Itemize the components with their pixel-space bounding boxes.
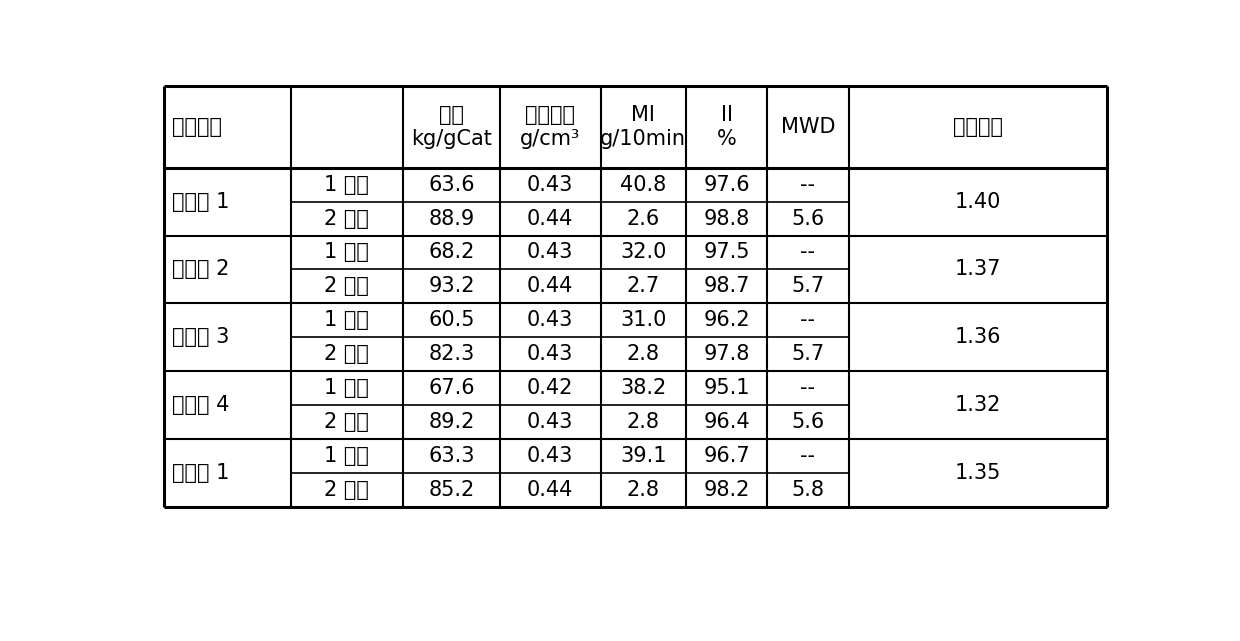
Text: MWD: MWD — [781, 117, 836, 137]
Text: 39.1: 39.1 — [620, 445, 667, 466]
Text: 97.8: 97.8 — [703, 344, 750, 364]
Text: 63.6: 63.6 — [428, 175, 475, 195]
Text: --: -- — [801, 242, 816, 262]
Text: 对比例 1: 对比例 1 — [172, 463, 229, 483]
Text: 98.2: 98.2 — [703, 479, 750, 499]
Text: 5.6: 5.6 — [791, 412, 825, 432]
Text: --: -- — [801, 378, 816, 398]
Text: 实施例 3: 实施例 3 — [172, 327, 229, 347]
Text: 0.44: 0.44 — [527, 276, 573, 296]
Text: 97.5: 97.5 — [703, 242, 750, 262]
Text: 96.4: 96.4 — [703, 412, 750, 432]
Text: 2 小时: 2 小时 — [325, 276, 370, 296]
Text: 1 小时: 1 小时 — [325, 310, 370, 330]
Text: 实施例 4: 实施例 4 — [172, 395, 229, 415]
Text: 衰减指数: 衰减指数 — [952, 117, 1003, 137]
Text: 2.8: 2.8 — [626, 412, 660, 432]
Text: 1.37: 1.37 — [955, 260, 1001, 279]
Text: 85.2: 85.2 — [428, 479, 475, 499]
Text: 96.7: 96.7 — [703, 445, 750, 466]
Text: 1 小时: 1 小时 — [325, 175, 370, 195]
Text: 95.1: 95.1 — [703, 378, 750, 398]
Text: 2.7: 2.7 — [626, 276, 660, 296]
Text: 2 小时: 2 小时 — [325, 344, 370, 364]
Text: 5.6: 5.6 — [791, 208, 825, 229]
Text: 68.2: 68.2 — [428, 242, 475, 262]
Text: 0.43: 0.43 — [527, 412, 573, 432]
Text: 0.44: 0.44 — [527, 479, 573, 499]
Text: 31.0: 31.0 — [620, 310, 666, 330]
Text: 堆积密度
g/cm³: 堆积密度 g/cm³ — [520, 105, 580, 149]
Text: 1 小时: 1 小时 — [325, 445, 370, 466]
Text: 82.3: 82.3 — [428, 344, 475, 364]
Text: 实施例 2: 实施例 2 — [172, 260, 229, 279]
Text: 2 小时: 2 小时 — [325, 208, 370, 229]
Text: 2.8: 2.8 — [626, 344, 660, 364]
Text: 1.40: 1.40 — [955, 192, 1001, 212]
Text: 1.32: 1.32 — [955, 395, 1001, 415]
Text: 实施例 1: 实施例 1 — [172, 192, 229, 212]
Text: 98.8: 98.8 — [703, 208, 750, 229]
Text: MI
g/10min: MI g/10min — [600, 105, 686, 149]
Text: 40.8: 40.8 — [620, 175, 666, 195]
Text: 0.43: 0.43 — [527, 242, 573, 262]
Text: 0.43: 0.43 — [527, 310, 573, 330]
Text: 2 小时: 2 小时 — [325, 412, 370, 432]
Text: 活性
kg/gCat: 活性 kg/gCat — [410, 105, 492, 149]
Text: 1.35: 1.35 — [955, 463, 1001, 483]
Text: 0.43: 0.43 — [527, 445, 573, 466]
Text: 88.9: 88.9 — [428, 208, 475, 229]
Text: 5.8: 5.8 — [791, 479, 825, 499]
Text: 96.2: 96.2 — [703, 310, 750, 330]
Text: 5.7: 5.7 — [791, 276, 825, 296]
Text: 93.2: 93.2 — [428, 276, 475, 296]
Text: 38.2: 38.2 — [620, 378, 666, 398]
Text: 0.43: 0.43 — [527, 175, 573, 195]
Text: --: -- — [801, 175, 816, 195]
Text: --: -- — [801, 310, 816, 330]
Text: 98.7: 98.7 — [703, 276, 750, 296]
Text: 2 小时: 2 小时 — [325, 479, 370, 499]
Text: 0.44: 0.44 — [527, 208, 573, 229]
Text: 1.36: 1.36 — [955, 327, 1001, 347]
Text: 32.0: 32.0 — [620, 242, 666, 262]
Text: 67.6: 67.6 — [428, 378, 475, 398]
Text: II
%: II % — [717, 105, 737, 149]
Text: 2.8: 2.8 — [626, 479, 660, 499]
Text: 2.6: 2.6 — [626, 208, 660, 229]
Text: 63.3: 63.3 — [428, 445, 475, 466]
Text: 5.7: 5.7 — [791, 344, 825, 364]
Text: 60.5: 60.5 — [428, 310, 475, 330]
Text: 97.6: 97.6 — [703, 175, 750, 195]
Text: 1 小时: 1 小时 — [325, 378, 370, 398]
Text: 聚合实施: 聚合实施 — [172, 117, 222, 137]
Text: --: -- — [801, 445, 816, 466]
Text: 0.42: 0.42 — [527, 378, 573, 398]
Text: 0.43: 0.43 — [527, 344, 573, 364]
Text: 89.2: 89.2 — [428, 412, 475, 432]
Text: 1 小时: 1 小时 — [325, 242, 370, 262]
